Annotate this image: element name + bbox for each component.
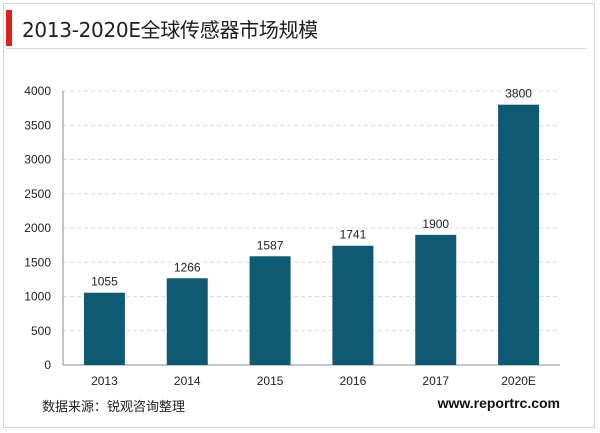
y-tick-label: 2000 (24, 221, 51, 235)
x-tick-label: 2015 (257, 374, 284, 388)
title-accent-bar (6, 10, 12, 46)
bar (415, 234, 457, 365)
bar (83, 292, 125, 365)
data-label: 1055 (91, 275, 118, 289)
x-tick-label: 2016 (340, 374, 367, 388)
x-tick-labels: 2013 2014 2015 2016 2017 2020E (91, 374, 536, 388)
y-tick-label: 1500 (24, 255, 51, 269)
y-tick-label: 500 (31, 324, 51, 338)
bar (498, 104, 540, 365)
data-label: 1900 (422, 217, 449, 231)
bars (83, 104, 540, 365)
x-tick-label: 2013 (91, 374, 118, 388)
y-tick-label: 3000 (24, 153, 51, 167)
website-link[interactable]: www.reportrc.com (437, 395, 560, 411)
axes (62, 91, 560, 366)
y-tick-labels: 0 500 1000 1500 2000 2500 3000 3500 4000 (24, 84, 51, 372)
data-label: 1266 (174, 260, 201, 274)
x-tick-label: 2020E (501, 374, 536, 388)
bar (166, 278, 208, 365)
y-tick-label: 4000 (24, 84, 51, 98)
grid-lines (63, 90, 560, 332)
data-label: 1587 (257, 238, 284, 252)
y-tick-label: 1000 (24, 290, 51, 304)
data-labels: 1055 1266 1587 1741 1900 3800 (91, 87, 532, 289)
y-tick-label: 0 (44, 358, 51, 372)
data-label: 1741 (340, 228, 367, 242)
bar (249, 256, 291, 365)
title-divider (6, 48, 586, 49)
x-tick-label: 2014 (174, 374, 201, 388)
bar (332, 245, 374, 365)
y-tick-label: 3500 (24, 118, 51, 132)
chart-title: 2013-2020E全球传感器市场规模 (22, 18, 318, 42)
data-source-note: 数据来源：锐观咨询整理 (42, 400, 186, 415)
data-label: 3800 (505, 87, 532, 101)
y-tick-label: 2500 (24, 187, 51, 201)
x-tick-label: 2017 (422, 374, 449, 388)
